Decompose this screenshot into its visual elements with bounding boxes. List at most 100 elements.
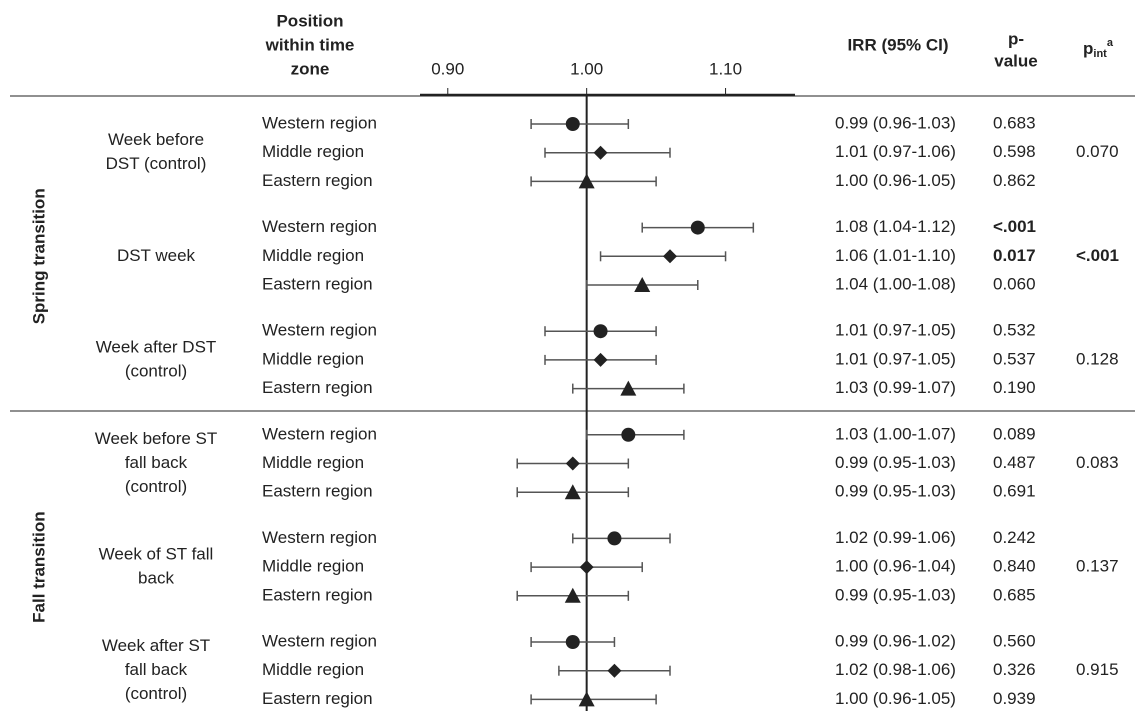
region-label: Middle region	[262, 557, 364, 576]
irr-text: 1.01 (0.97-1.05)	[835, 321, 956, 340]
irr-text: 1.06 (1.01-1.10)	[835, 246, 956, 265]
marker-circle	[607, 531, 622, 546]
period-label: fall back	[125, 660, 188, 679]
pint-sub: int	[1093, 48, 1107, 60]
pint-sup: a	[1107, 37, 1114, 49]
header-p: p-	[1008, 29, 1024, 48]
marker-diamond	[579, 560, 594, 575]
irr-text: 1.00 (0.96-1.05)	[835, 689, 956, 708]
period-label: back	[138, 569, 174, 588]
p-value: 0.862	[993, 171, 1036, 190]
marker-diamond	[607, 663, 622, 678]
region-label: Western region	[262, 217, 377, 236]
p-value: 0.537	[993, 349, 1036, 368]
period-label: Week of ST fall	[99, 545, 214, 564]
region-label: Middle region	[262, 660, 364, 679]
region-label: Eastern region	[262, 274, 373, 293]
marker-diamond	[565, 456, 580, 471]
period-label: (control)	[125, 361, 187, 380]
header-irr: IRR (95% CI)	[847, 35, 948, 54]
period-label: Week before	[108, 130, 204, 149]
marker-circle	[621, 427, 636, 442]
p-int: 0.128	[1076, 349, 1119, 368]
p-value: 0.487	[993, 453, 1036, 472]
irr-text: 1.03 (1.00-1.07)	[835, 424, 956, 443]
region-label: Eastern region	[262, 171, 373, 190]
marker-triangle	[634, 277, 651, 292]
marker-circle	[565, 117, 580, 131]
irr-text: 0.99 (0.95-1.03)	[835, 482, 956, 501]
p-int: 0.070	[1076, 142, 1119, 161]
period-label: Week after DST	[96, 337, 217, 356]
marker-diamond	[593, 145, 608, 160]
irr-text: 1.01 (0.97-1.06)	[835, 142, 956, 161]
marker-triangle	[620, 380, 637, 396]
region-label: Eastern region	[262, 378, 373, 397]
irr-text: 1.00 (0.96-1.05)	[835, 171, 956, 190]
irr-text: 0.99 (0.96-1.02)	[835, 631, 956, 650]
irr-text: 1.01 (0.97-1.05)	[835, 349, 956, 368]
x-tick-label: 1.00	[570, 59, 603, 78]
header-p: value	[994, 51, 1037, 70]
period-label: (control)	[125, 477, 187, 496]
region-label: Eastern region	[262, 689, 373, 708]
region-label: Western region	[262, 321, 377, 340]
irr-text: 0.99 (0.95-1.03)	[835, 453, 956, 472]
header-position: zone	[291, 59, 330, 78]
irr-text: 1.08 (1.04-1.12)	[835, 217, 956, 236]
p-value: 0.190	[993, 378, 1036, 397]
group-label: Spring transition	[29, 188, 48, 324]
period-label: fall back	[125, 453, 188, 472]
region-label: Eastern region	[262, 585, 373, 604]
irr-text: 0.99 (0.96-1.03)	[835, 113, 956, 132]
region-label: Middle region	[262, 453, 364, 472]
header-pint: pinta	[1083, 37, 1114, 60]
p-value: 0.060	[993, 274, 1036, 293]
marker-triangle	[578, 173, 595, 189]
marker-triangle	[578, 691, 595, 707]
period-label: (control)	[125, 684, 187, 703]
irr-text: 1.04 (1.00-1.08)	[835, 274, 956, 293]
header-position: within time	[265, 35, 355, 54]
p-int: 0.137	[1076, 557, 1119, 576]
period-label: Week after ST	[102, 636, 210, 655]
x-tick-label: 0.90	[431, 59, 464, 78]
irr-text: 1.02 (0.99-1.06)	[835, 528, 956, 547]
region-label: Western region	[262, 528, 377, 547]
irr-text: 1.02 (0.98-1.06)	[835, 660, 956, 679]
region-label: Middle region	[262, 246, 364, 265]
p-value: 0.532	[993, 321, 1036, 340]
region-label: Middle region	[262, 349, 364, 368]
pint-base: p	[1083, 39, 1093, 58]
marker-diamond	[593, 352, 608, 367]
marker-diamond	[663, 249, 677, 264]
marker-circle	[565, 635, 580, 649]
p-value: 0.242	[993, 528, 1036, 547]
p-value: 0.560	[993, 631, 1036, 650]
p-value: 0.017	[993, 246, 1036, 265]
p-value: 0.598	[993, 142, 1036, 161]
p-value: 0.683	[993, 113, 1036, 132]
p-value: 0.326	[993, 660, 1036, 679]
period-label: Week before ST	[95, 429, 218, 448]
header-position: Position	[276, 11, 343, 30]
region-label: Middle region	[262, 142, 364, 161]
region-label: Western region	[262, 113, 377, 132]
marker-triangle	[564, 587, 581, 603]
p-int: <.001	[1076, 246, 1119, 265]
marker-triangle	[564, 484, 581, 500]
p-value: 0.840	[993, 557, 1036, 576]
region-label: Eastern region	[262, 482, 373, 501]
p-value: 0.691	[993, 482, 1036, 501]
marker-circle	[593, 324, 608, 339]
x-tick-label: 1.10	[709, 59, 742, 78]
irr-text: 1.03 (0.99-1.07)	[835, 378, 956, 397]
p-value: 0.089	[993, 424, 1036, 443]
irr-text: 0.99 (0.95-1.03)	[835, 585, 956, 604]
p-int: 0.915	[1076, 660, 1119, 679]
region-label: Western region	[262, 631, 377, 650]
p-value: <.001	[993, 217, 1036, 236]
marker-circle	[690, 220, 705, 235]
group-label: Fall transition	[29, 511, 48, 622]
